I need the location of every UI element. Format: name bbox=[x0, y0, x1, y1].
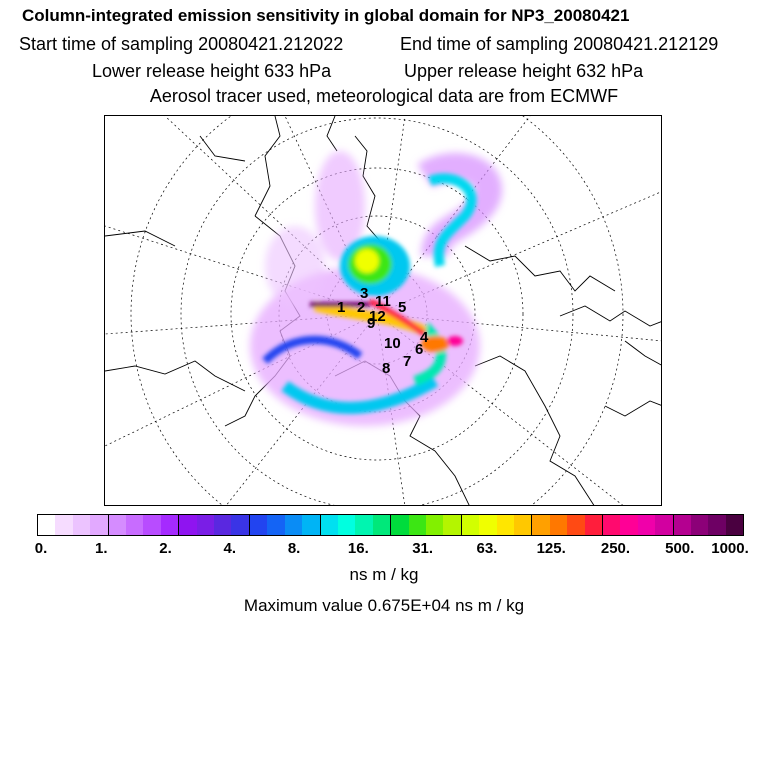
colorbar-tick-label: 125. bbox=[536, 540, 566, 557]
colorbar-tick-label: 2. bbox=[159, 540, 172, 557]
map-canvas: 1 2 3 4 5 6 7 8 9 10 11 12 bbox=[105, 116, 661, 505]
map-label: 7 bbox=[403, 353, 411, 370]
colorbar-segment bbox=[143, 515, 161, 535]
colorbar-segment bbox=[496, 515, 514, 535]
map-label: 9 bbox=[367, 315, 375, 332]
colorbar-segment bbox=[267, 515, 285, 535]
map-label: 2 bbox=[357, 299, 365, 316]
map-label: 10 bbox=[384, 335, 401, 352]
colorbar-segment bbox=[72, 515, 91, 535]
colorbar-segment bbox=[603, 515, 621, 535]
colorbar-segment bbox=[126, 515, 144, 535]
colorbar-segment bbox=[160, 515, 180, 535]
colorbar-segment bbox=[637, 515, 656, 535]
colorbar-segment bbox=[425, 515, 444, 535]
colorbar bbox=[37, 514, 744, 536]
colorbar-segment bbox=[691, 515, 709, 535]
map-label: 12 bbox=[369, 308, 386, 325]
colorbar-segment bbox=[673, 515, 692, 535]
units-label: ns m / kg bbox=[349, 565, 419, 584]
colorbar-segment bbox=[108, 515, 127, 535]
colorbar-segment bbox=[231, 515, 250, 535]
map-label: 1 bbox=[337, 299, 345, 316]
chart-title: Column-integrated emission sensitivity i… bbox=[22, 6, 630, 25]
colorbar-tick-label: 16. bbox=[347, 540, 369, 557]
colorbar-segment bbox=[320, 515, 338, 535]
sensitivity-map: 1 2 3 4 5 6 7 8 9 10 11 12 bbox=[104, 115, 662, 506]
lower-release-label: Lower release height 633 hPa bbox=[92, 61, 332, 81]
colorbar-tick-label: 500. bbox=[665, 540, 695, 557]
start-time-label: Start time of sampling 20080421.212022 bbox=[19, 34, 344, 54]
colorbar-segment bbox=[179, 515, 197, 535]
colorbar-segment bbox=[567, 515, 585, 535]
colorbar-segment bbox=[532, 515, 550, 535]
colorbar-segment bbox=[620, 515, 638, 535]
tracer-info-label: Aerosol tracer used, meteorological data… bbox=[149, 86, 619, 106]
colorbar-tick-label: 1. bbox=[95, 540, 108, 557]
colorbar-segment bbox=[655, 515, 674, 535]
colorbar-tick-label: 0. bbox=[34, 540, 48, 557]
colorbar-segment bbox=[708, 515, 726, 535]
map-label: 8 bbox=[382, 360, 390, 377]
end-time-label: End time of sampling 20080421.212129 bbox=[400, 34, 719, 54]
upper-release-label: Upper release height 632 hPa bbox=[404, 61, 644, 81]
colorbar-segment bbox=[584, 515, 603, 535]
colorbar-segment bbox=[284, 515, 303, 535]
colorbar-segment bbox=[302, 515, 321, 535]
colorbar-segment bbox=[214, 515, 232, 535]
colorbar-segment bbox=[513, 515, 533, 535]
colorbar-segment bbox=[38, 515, 56, 535]
map-label: 4 bbox=[420, 329, 429, 346]
colorbar-segment bbox=[249, 515, 268, 535]
colorbar-segment bbox=[196, 515, 215, 535]
colorbar-tick-label: 63. bbox=[476, 540, 498, 557]
colorbar-segment bbox=[461, 515, 480, 535]
colorbar-segment bbox=[90, 515, 109, 535]
colorbar-segment bbox=[549, 515, 568, 535]
colorbar-segment bbox=[725, 515, 744, 535]
map-label: 6 bbox=[415, 341, 423, 358]
map-label: 3 bbox=[360, 285, 368, 302]
colorbar-segment bbox=[355, 515, 373, 535]
colorbar-segment bbox=[479, 515, 497, 535]
colorbar-segment bbox=[391, 515, 409, 535]
map-number-labels: 1 2 3 4 5 6 7 8 9 10 11 12 bbox=[337, 285, 429, 377]
sensitivity-plume bbox=[250, 151, 502, 426]
max-value-label: Maximum value 0.675E+04 ns m / kg bbox=[243, 596, 525, 615]
colorbar-tick-label: 31. bbox=[412, 540, 434, 557]
colorbar-segment bbox=[372, 515, 392, 535]
colorbar-segment bbox=[337, 515, 356, 535]
colorbar-segment bbox=[443, 515, 462, 535]
colorbar-tick-label: 1000. bbox=[711, 540, 749, 557]
map-label: 5 bbox=[398, 299, 406, 316]
colorbar-segment bbox=[55, 515, 73, 535]
colorbar-tick-label: 8. bbox=[287, 540, 301, 557]
colorbar-segment bbox=[408, 515, 426, 535]
colorbar-tick-label: 4. bbox=[223, 540, 237, 557]
colorbar-tick-label: 250. bbox=[600, 540, 631, 557]
map-label: 11 bbox=[375, 293, 391, 310]
